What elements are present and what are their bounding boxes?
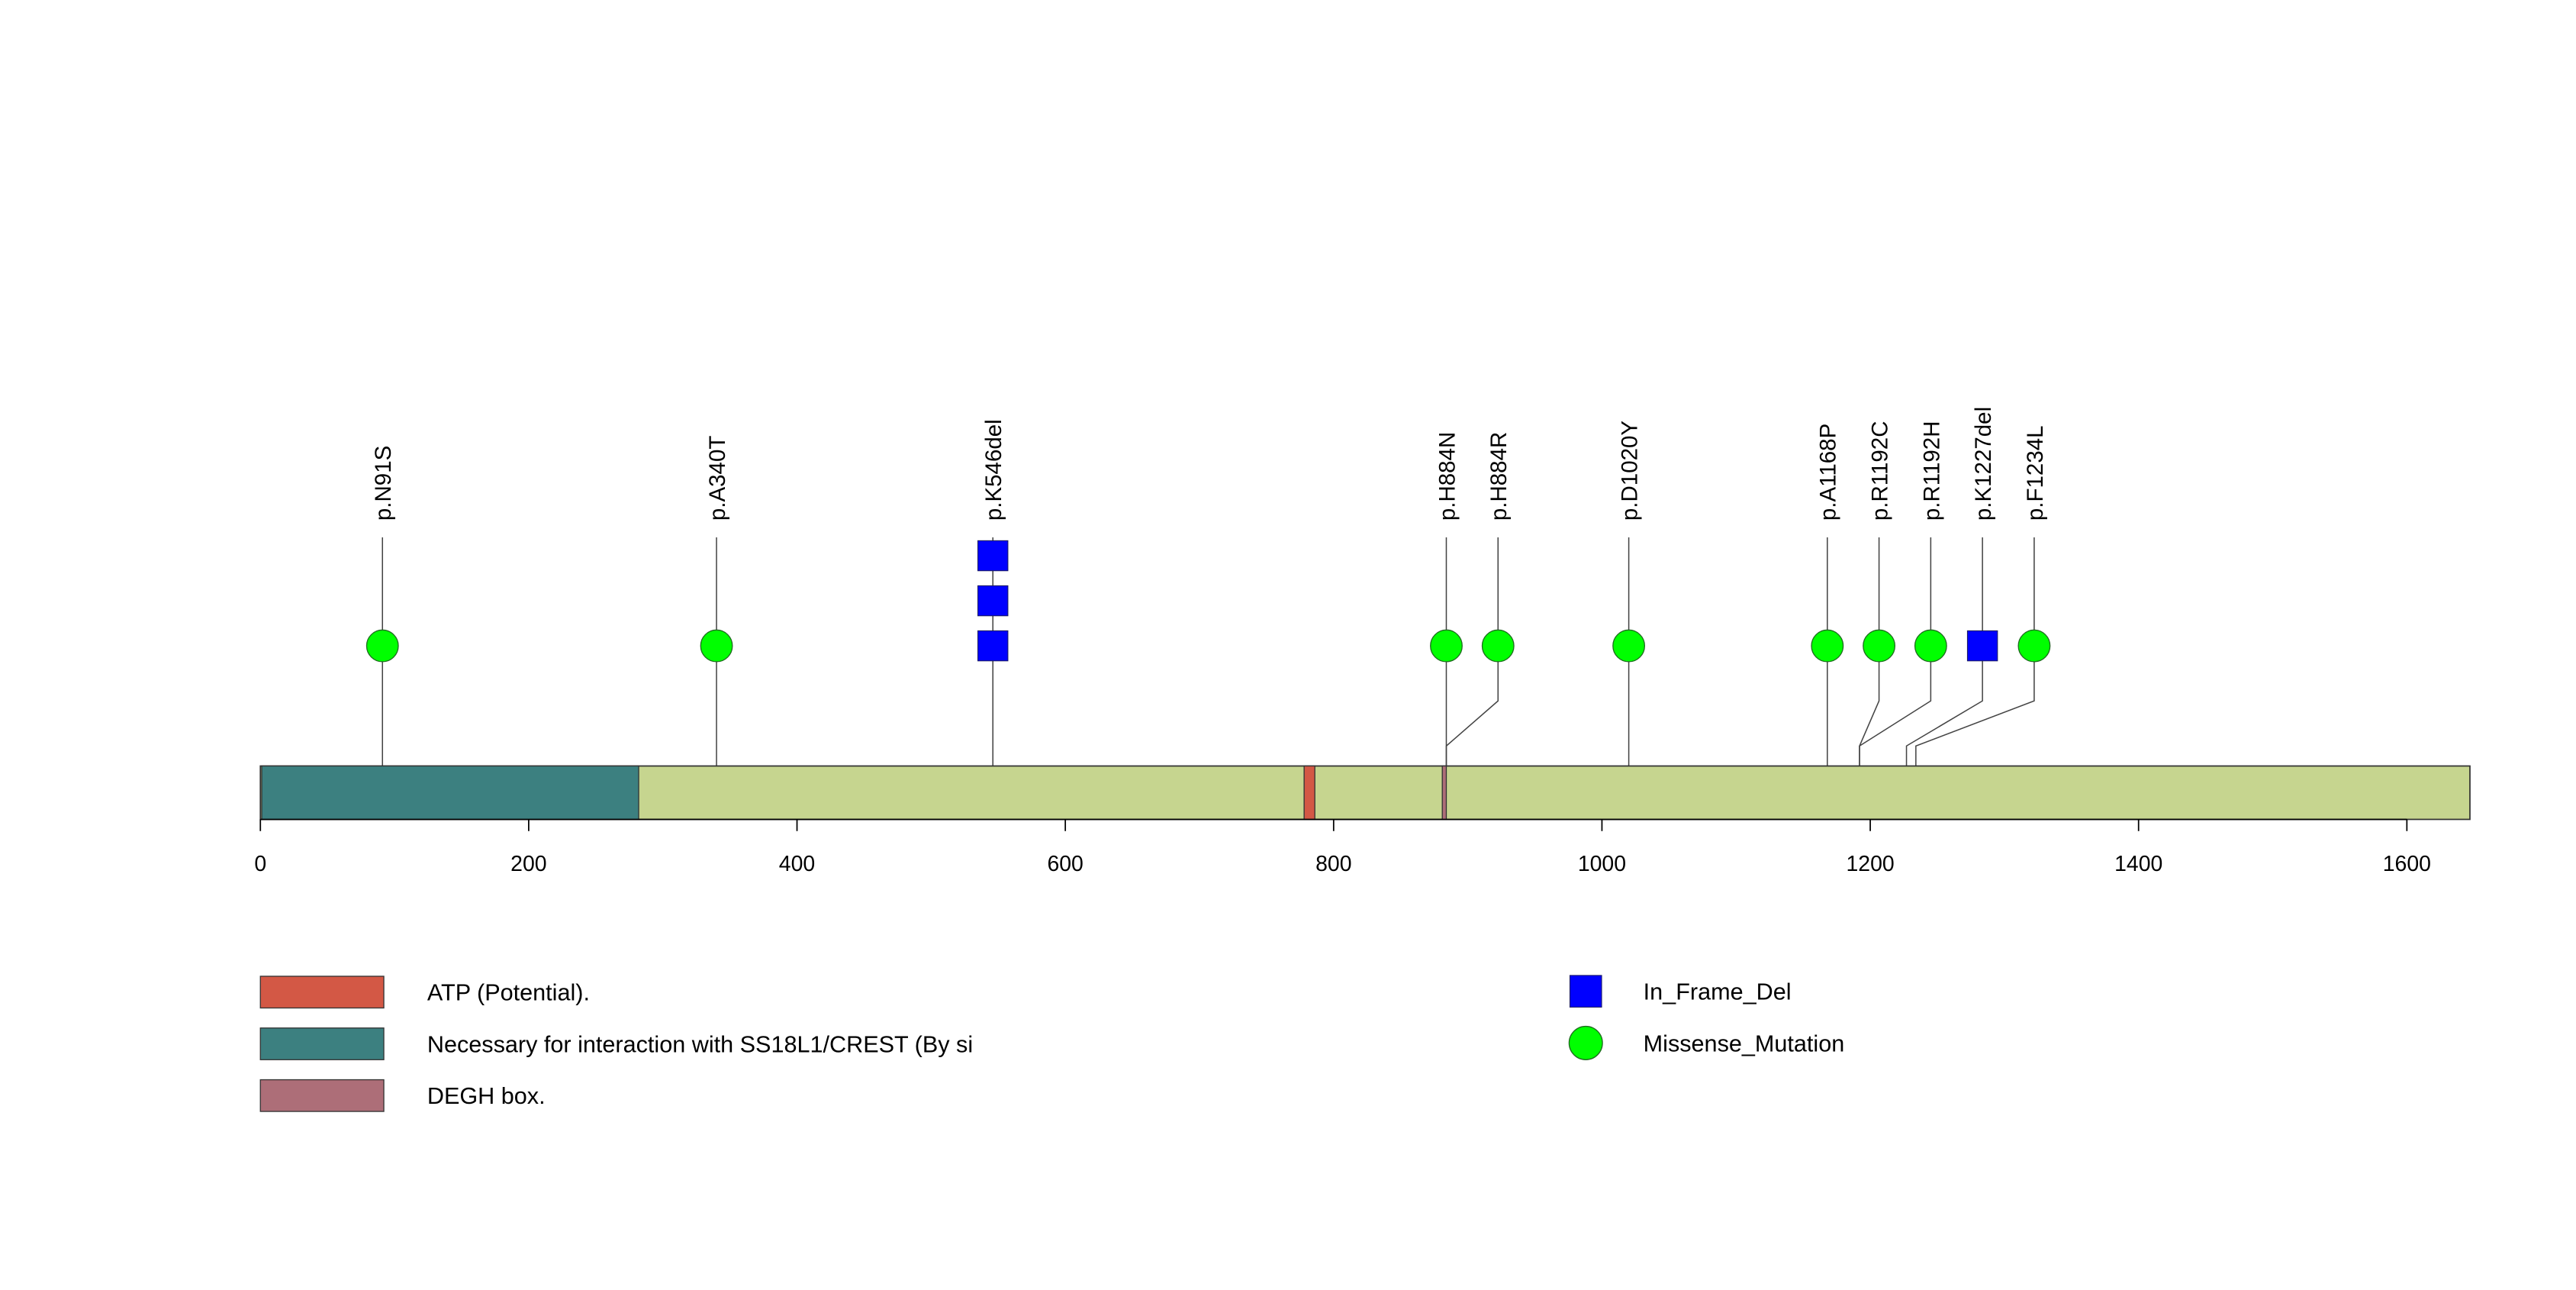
x-tick-label: 200: [510, 852, 546, 876]
mutation-markers: [365, 540, 2051, 663]
mutation-stem: [1905, 537, 1983, 766]
mutation-label: p.N91S: [371, 446, 396, 521]
x-tick-label: 1400: [2114, 852, 2162, 876]
mutation-stem: [1915, 537, 2035, 766]
missense-marker: [1811, 629, 1844, 663]
mutation-label: p.F1234L: [2023, 425, 2048, 521]
in-frame-del-marker: [1966, 630, 1998, 662]
x-tick-label: 400: [779, 852, 815, 876]
x-axis: 0 200 400 600 800 1000 1200 1400 1600: [254, 818, 2431, 876]
x-tick-label: 1600: [2383, 852, 2431, 876]
legend-swatch: [259, 1079, 385, 1112]
missense-marker: [2017, 629, 2051, 663]
protein-track: [259, 765, 2471, 821]
mutation-label: p.A1168P: [1816, 424, 1841, 521]
legend-domain-label: DEGH box.: [427, 1083, 546, 1109]
legend-mutation-label: Missense_Mutation: [1644, 1030, 1845, 1056]
legend-mutation-label: In_Frame_Del: [1644, 979, 1792, 1005]
mutation-label: p.H884N: [1435, 432, 1460, 521]
missense-marker: [700, 629, 733, 663]
legend-swatch: [259, 976, 385, 1009]
x-tick-label: 800: [1315, 852, 1351, 876]
missense-marker: [1430, 629, 1463, 663]
domain-bar: [261, 765, 639, 821]
mutation-stem: [1445, 537, 1499, 766]
domain-bar: [1441, 765, 1447, 821]
in-frame-del-marker: [977, 585, 1009, 617]
mutation-label: p.D1020Y: [1618, 421, 1643, 521]
x-tick-label: 0: [254, 852, 266, 876]
mutation-label: p.K1227del: [1971, 407, 1996, 521]
x-tick-label: 1000: [1578, 852, 1626, 876]
legend: ATP (Potential). Necessary for interactio…: [259, 975, 1845, 1112]
in-frame-del-marker: [977, 630, 1009, 662]
legend-in-frame-del-marker: [1569, 975, 1602, 1008]
x-tick-label: 600: [1047, 852, 1083, 876]
missense-marker: [1914, 629, 1947, 663]
missense-marker: [1863, 629, 1896, 663]
legend-domain-label: ATP (Potential).: [427, 980, 590, 1006]
mutation-label: p.R1192C: [1868, 421, 1893, 521]
mutation-label: p.H884R: [1486, 432, 1512, 521]
mutation-stem: [1859, 537, 1932, 766]
missense-marker: [1612, 629, 1646, 663]
mutation-labels: p.N91S p.A340T p.K546del p.H884N p.H884R p.D1…: [371, 407, 2048, 521]
mutation-label: p.R1192H: [1919, 421, 1944, 521]
legend-swatch: [259, 1027, 385, 1060]
legend-missense-marker: [1568, 1025, 1603, 1060]
legend-domain-label: Necessary for interaction with SS18L1/CR…: [427, 1031, 973, 1057]
missense-marker: [1481, 629, 1515, 663]
domain-bar: [1303, 765, 1315, 821]
mutation-label: p.K546del: [981, 419, 1006, 521]
x-tick-label: 1200: [1846, 852, 1894, 876]
in-frame-del-marker: [977, 540, 1009, 572]
mutation-label: p.A340T: [705, 436, 730, 521]
missense-marker: [365, 629, 399, 663]
